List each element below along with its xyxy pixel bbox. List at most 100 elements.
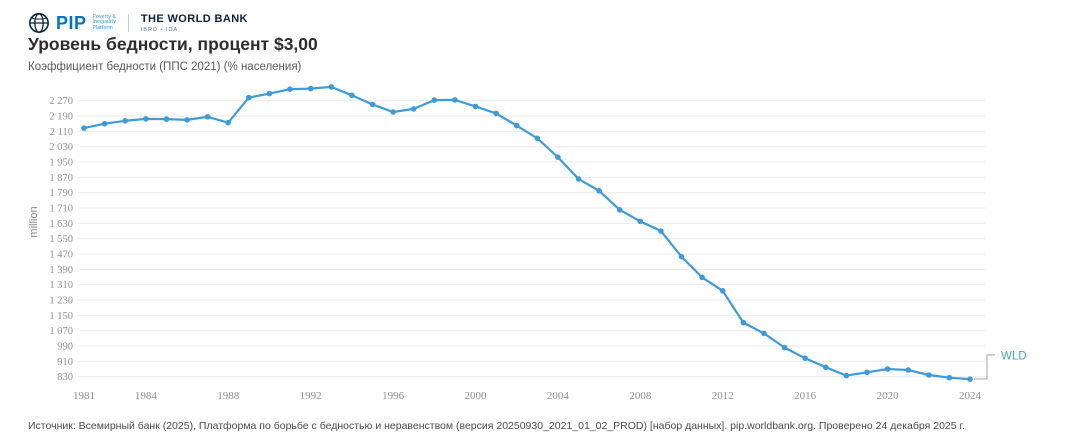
logo-divider: [127, 14, 129, 32]
pip-tagline-line: Inequality: [92, 19, 116, 26]
data-point-2017[interactable]: [823, 364, 829, 371]
gridlines-layer: [78, 100, 985, 378]
data-point-1997[interactable]: [410, 106, 417, 112]
y-tick-label: 990: [57, 342, 73, 353]
data-point-2020[interactable]: [884, 366, 891, 372]
x-tick-label: 1988: [217, 390, 240, 402]
data-point-1987[interactable]: [204, 114, 211, 120]
pip-logo-tagline: Poverty & Inequality Platform: [92, 13, 116, 32]
data-point-1981[interactable]: [81, 125, 87, 131]
y-tick-label: 1 150: [49, 311, 73, 322]
x-tick-label: 2016: [794, 390, 817, 402]
data-point-1994[interactable]: [349, 92, 355, 99]
y-tick-label: 1 310: [49, 280, 73, 291]
data-point-1989[interactable]: [246, 94, 252, 101]
data-point-2008[interactable]: [637, 218, 644, 225]
y-tick-label: 1 070: [49, 326, 73, 337]
y-tick-label: 2 270: [49, 96, 73, 107]
poverty-chart-svg[interactable]: 830 910 990 1 070 1 150 1 230 1 310 1 390 1 470 1…: [0, 80, 1080, 415]
y-tick-label: 1 470: [49, 250, 73, 261]
data-point-2023[interactable]: [946, 374, 953, 381]
worldbank-globe-icon: [29, 13, 49, 33]
data-point-1982[interactable]: [101, 120, 108, 127]
x-tick-label: 2008: [629, 390, 652, 402]
data-point-2006[interactable]: [596, 188, 602, 194]
x-tick-label: 2024: [959, 390, 982, 402]
data-point-2005[interactable]: [575, 176, 582, 182]
series-end-label: WLD: [1001, 351, 1027, 363]
x-tick-label: 1984: [135, 390, 158, 402]
data-point-1992[interactable]: [307, 85, 314, 92]
x-tick-label: 2000: [464, 390, 487, 402]
worldbank-wordmark: THE WORLD BANK IBRD • IDA: [141, 13, 248, 32]
data-point-1984[interactable]: [143, 116, 149, 122]
pip-tagline-line: Platform: [92, 24, 113, 31]
data-point-2012[interactable]: [719, 288, 726, 294]
data-point-2001[interactable]: [493, 110, 499, 117]
data-point-2010[interactable]: [678, 253, 685, 260]
data-point-1985[interactable]: [163, 116, 170, 122]
y-tick-label: 1 630: [49, 219, 73, 230]
data-point-1990[interactable]: [266, 90, 273, 97]
data-point-2013[interactable]: [740, 319, 747, 326]
y-axis-title: million: [28, 206, 40, 237]
x-axis-tick-labels: 1981 1984 1988 1992 1996 2000 2004 2008 2012 2016…: [73, 390, 982, 402]
page-subtitle: Коэффициент бедности (ППС 2021) (% насел…: [28, 61, 302, 73]
y-axis-tick-labels: 830 910 990 1 070 1 150 1 230 1 310 1 390 1 470 1…: [49, 96, 73, 383]
x-tick-label: 1992: [300, 390, 322, 402]
end-label-connector: [974, 354, 995, 380]
data-point-2000[interactable]: [472, 103, 479, 110]
poverty-line-chart[interactable]: 830 910 990 1 070 1 150 1 230 1 310 1 390 1 470 1…: [0, 80, 1080, 415]
pip-tagline-line: Poverty &: [92, 13, 116, 20]
data-point-1998[interactable]: [431, 97, 438, 103]
y-tick-label: 910: [57, 357, 73, 368]
data-point-2014[interactable]: [761, 330, 767, 337]
source-citation: Источник: Всемирный банк (2025), Платфор…: [28, 420, 965, 432]
data-point-1999[interactable]: [452, 97, 458, 103]
y-tick-label: 2 190: [49, 112, 73, 123]
data-point-1996[interactable]: [390, 109, 396, 115]
x-tick-label: 1981: [73, 390, 95, 402]
y-tick-label: 1 230: [49, 296, 73, 307]
data-point-2022[interactable]: [926, 372, 932, 378]
x-tick-label: 2020: [877, 390, 900, 402]
data-point-1988[interactable]: [225, 119, 231, 126]
x-tick-label: 2004: [547, 390, 570, 402]
data-point-1995[interactable]: [369, 101, 376, 108]
data-point-2002[interactable]: [513, 122, 520, 129]
y-tick-label: 1 710: [49, 204, 73, 215]
data-point-1991[interactable]: [287, 86, 293, 92]
y-tick-label: 2 030: [49, 142, 73, 153]
data-point-2018[interactable]: [843, 372, 850, 379]
data-point-2004[interactable]: [555, 154, 561, 160]
pip-worldbank-logo: PIP Poverty & Inequality Platform THE WO…: [28, 11, 248, 35]
data-point-2019[interactable]: [864, 369, 870, 376]
y-tick-label: 830: [57, 372, 73, 383]
data-point-2021[interactable]: [905, 367, 911, 373]
data-point-1983[interactable]: [122, 118, 128, 124]
data-point-2011[interactable]: [699, 274, 705, 281]
x-tick-label: 2012: [712, 390, 734, 402]
y-tick-label: 1 950: [49, 158, 73, 169]
y-tick-label: 1 790: [49, 188, 73, 199]
data-point-2024[interactable]: [967, 376, 973, 383]
data-point-2009[interactable]: [658, 228, 664, 234]
data-point-1986[interactable]: [184, 117, 190, 123]
series-line-WLD: [83, 85, 971, 381]
page-title: Уровень бедности, процент $3,00: [28, 34, 318, 54]
data-point-2007[interactable]: [616, 207, 623, 213]
y-tick-label: 1 390: [49, 265, 73, 276]
y-tick-label: 2 110: [50, 127, 73, 138]
worldbank-name: THE WORLD BANK: [140, 13, 248, 26]
data-point-2015[interactable]: [781, 344, 788, 351]
pip-logo-text: PIP: [56, 13, 87, 33]
y-tick-label: 1 870: [49, 173, 73, 184]
data-point-2016[interactable]: [802, 355, 808, 362]
series-layer: [81, 84, 973, 383]
data-point-2003[interactable]: [534, 135, 541, 142]
worldbank-ibrd-ida: IBRD • IDA: [140, 26, 179, 33]
data-point-1993[interactable]: [328, 84, 335, 90]
x-tick-label: 1996: [382, 390, 405, 402]
y-tick-label: 1 550: [49, 234, 73, 245]
